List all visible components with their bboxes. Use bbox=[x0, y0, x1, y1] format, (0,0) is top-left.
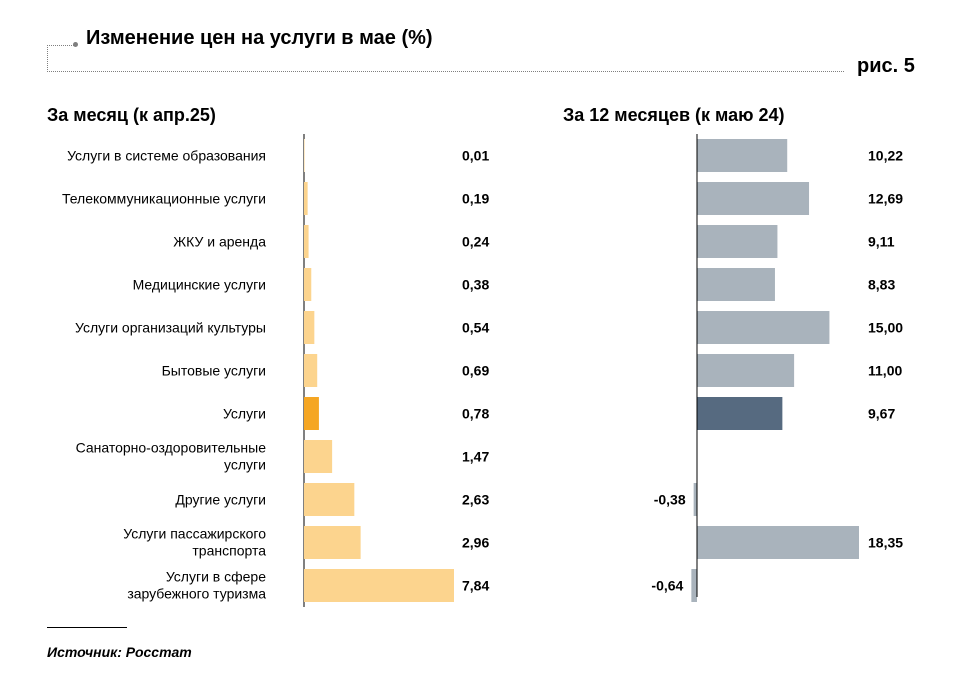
monthly-bar bbox=[304, 311, 315, 344]
yearly-bar bbox=[697, 268, 775, 301]
monthly-category-label: Услуги bbox=[223, 406, 266, 422]
yearly-bar bbox=[697, 354, 795, 387]
yearly-bar bbox=[691, 569, 697, 602]
source-divider bbox=[47, 627, 127, 628]
yearly-bar bbox=[697, 397, 783, 430]
yearly-value-label: 9,11 bbox=[868, 234, 895, 250]
monthly-value-label: 2,96 bbox=[462, 535, 489, 551]
monthly-category-label: Санаторно-оздоровительные услуги bbox=[76, 440, 267, 473]
monthly-category-label-line: Услуги пассажирского bbox=[123, 526, 266, 542]
monthly-category-label: Услуги в системе образования bbox=[67, 148, 266, 164]
monthly-category-label: Медицинские услуги bbox=[133, 277, 266, 293]
yearly-bar bbox=[697, 225, 778, 258]
monthly-value-label: 7,84 bbox=[462, 578, 489, 594]
monthly-category-label-line: услуги bbox=[224, 457, 266, 473]
monthly-panel-title: За месяц (к апр.25) bbox=[47, 105, 216, 125]
monthly-bar bbox=[304, 182, 308, 215]
monthly-value-label: 0,54 bbox=[462, 320, 489, 336]
yearly-value-label: 12,69 bbox=[868, 191, 903, 207]
yearly-value-label: 15,00 bbox=[868, 320, 903, 336]
yearly-bar bbox=[697, 311, 830, 344]
monthly-category-label: Услуги организаций культуры bbox=[75, 320, 266, 336]
monthly-value-label: 0,01 bbox=[462, 148, 489, 164]
monthly-category-label-line: Услуги в сфере bbox=[166, 569, 266, 585]
monthly-bar bbox=[304, 440, 333, 473]
title-decoration bbox=[47, 45, 76, 72]
monthly-category-label: ЖКУ и аренда bbox=[173, 234, 266, 250]
yearly-value-label: -0,38 bbox=[654, 492, 686, 508]
monthly-value-label: 0,19 bbox=[462, 191, 489, 207]
title-decoration-dot bbox=[73, 42, 78, 47]
yearly-value-label: -0,64 bbox=[651, 578, 683, 594]
monthly-bar bbox=[304, 225, 309, 258]
monthly-category-label: Другие услуги bbox=[175, 492, 266, 508]
yearly-value-label: 8,83 bbox=[868, 277, 895, 293]
monthly-bar bbox=[304, 569, 454, 602]
yearly-bar bbox=[697, 526, 859, 559]
monthly-value-label: 2,63 bbox=[462, 492, 489, 508]
monthly-category-label-line: зарубежного туризма bbox=[127, 586, 266, 602]
yearly-panel-title: За 12 месяцев (к маю 24) bbox=[563, 105, 785, 125]
monthly-category-label-line: Санаторно-оздоровительные bbox=[76, 440, 267, 456]
yearly-value-label: 11,00 bbox=[868, 363, 902, 379]
monthly-bar bbox=[304, 483, 355, 516]
monthly-bar bbox=[304, 526, 361, 559]
yearly-value-label: 18,35 bbox=[868, 535, 903, 551]
monthly-category-label: Бытовые услуги bbox=[162, 363, 266, 379]
monthly-bar bbox=[304, 268, 312, 301]
monthly-value-label: 0,69 bbox=[462, 363, 489, 379]
monthly-category-label: Телекоммуникационные услуги bbox=[62, 191, 266, 207]
yearly-bar bbox=[697, 182, 810, 215]
monthly-category-label: Услуги в сфере зарубежного туризма bbox=[127, 569, 266, 602]
chart-title: Изменение цен на услуги в мае (%) bbox=[86, 27, 433, 49]
figure-label: рис. 5 bbox=[857, 55, 915, 77]
yearly-bar bbox=[697, 139, 788, 172]
monthly-category-label: Услуги пассажирского транспорта bbox=[123, 526, 266, 559]
title-divider bbox=[47, 71, 844, 72]
monthly-value-label: 1,47 bbox=[462, 449, 489, 465]
monthly-value-label: 0,38 bbox=[462, 277, 489, 293]
source-note: Источник: Росстат bbox=[47, 644, 192, 660]
monthly-bar bbox=[304, 397, 319, 430]
monthly-bar bbox=[304, 139, 305, 172]
monthly-category-label-line: транспорта bbox=[192, 543, 266, 559]
yearly-value-label: 10,22 bbox=[868, 148, 903, 164]
yearly-bar bbox=[693, 483, 697, 516]
monthly-value-label: 0,24 bbox=[462, 234, 489, 250]
yearly-value-label: 9,67 bbox=[868, 406, 895, 422]
monthly-bar bbox=[304, 354, 318, 387]
monthly-value-label: 0,78 bbox=[462, 406, 489, 422]
